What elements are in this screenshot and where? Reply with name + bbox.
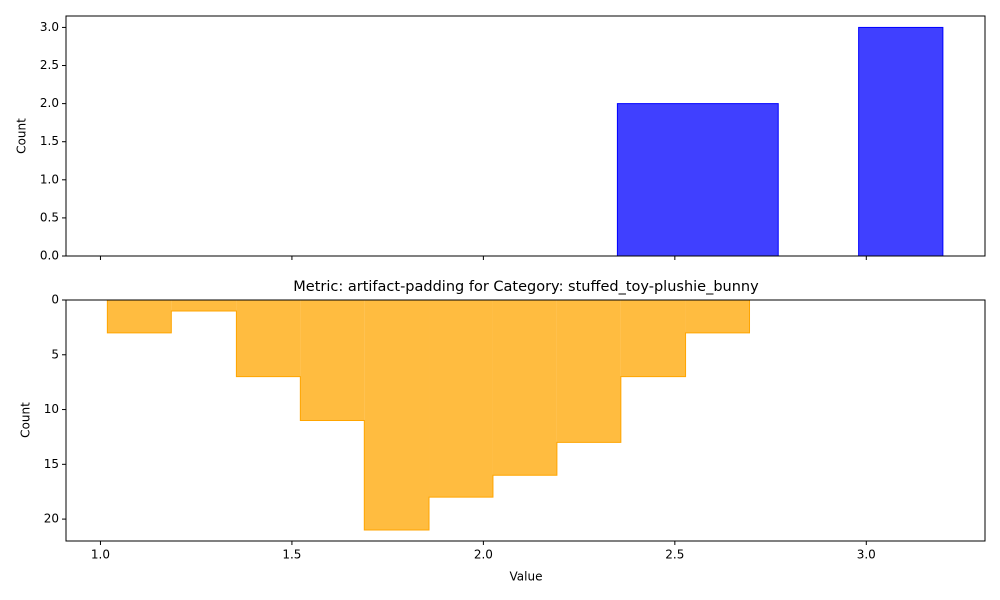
plot-frame <box>65 299 986 542</box>
bar <box>429 300 493 498</box>
y-tick-label: 0.0 <box>40 249 59 263</box>
bar <box>685 300 750 333</box>
bar <box>616 103 779 257</box>
x-axis-label: Value <box>510 570 543 584</box>
y-tick-label: 15 <box>44 457 59 471</box>
y-tick-label: 0.5 <box>40 210 59 224</box>
bar <box>364 300 430 531</box>
chart-title: Metric: artifact-padding for Category: s… <box>293 279 759 295</box>
y-tick-label: 1.5 <box>40 134 59 148</box>
y-tick-label: 10 <box>44 402 59 416</box>
x-tick-label: 3.0 <box>857 548 876 562</box>
y-tick-label: 2.0 <box>40 96 59 110</box>
bar <box>620 300 686 377</box>
y-tick-label: 0 <box>51 293 59 307</box>
x-tick-label: 1.5 <box>282 548 301 562</box>
y-tick-label: 20 <box>44 512 59 526</box>
x-tick-label: 2.0 <box>474 548 493 562</box>
y-axis-label: Count <box>15 118 29 154</box>
bar <box>171 300 237 311</box>
bar <box>236 300 301 377</box>
y-tick-label: 3.0 <box>40 20 59 34</box>
x-tick-label: 2.5 <box>665 548 684 562</box>
x-tick-label: 1.0 <box>91 548 110 562</box>
step-outline <box>106 300 751 531</box>
y-tick-label: 5 <box>51 347 59 361</box>
plot-frame <box>65 15 986 257</box>
bar <box>492 300 557 476</box>
y-tick-label: 1.0 <box>40 172 59 186</box>
bar <box>556 300 621 443</box>
y-axis-label: Count <box>19 402 33 438</box>
bar <box>300 300 365 421</box>
y-tick-label: 2.5 <box>40 58 59 72</box>
bar <box>107 300 172 333</box>
bar <box>858 26 944 257</box>
